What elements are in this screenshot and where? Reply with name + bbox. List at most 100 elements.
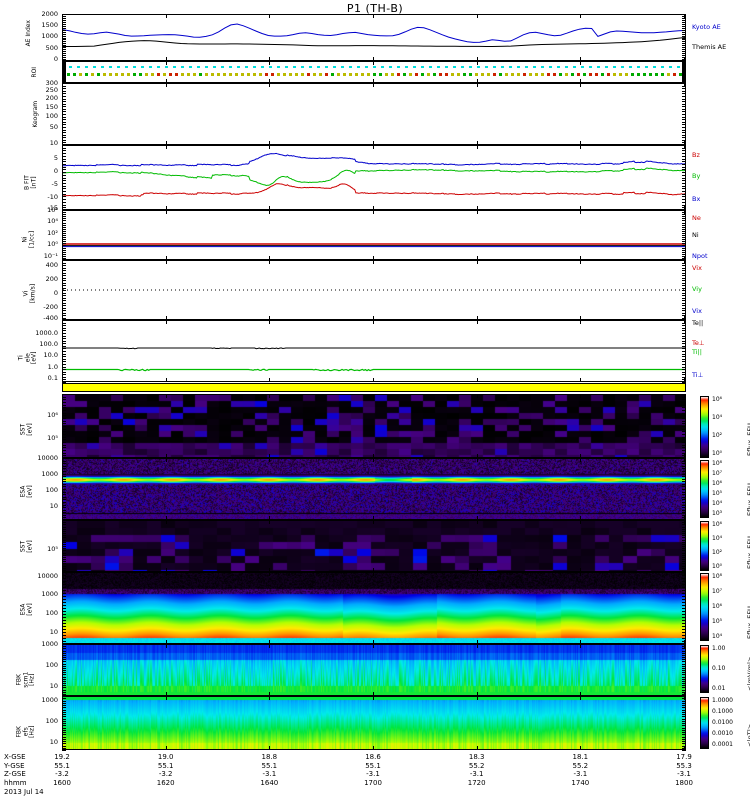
y-tick (62, 216, 66, 217)
y-tick (62, 172, 66, 173)
y-tick (682, 313, 686, 314)
y-tick (62, 186, 66, 187)
y-tick (62, 315, 66, 316)
y-tick (682, 111, 686, 112)
y-tick (62, 76, 66, 77)
x-tick (477, 57, 478, 61)
x-tick (684, 260, 685, 264)
y-tick (682, 333, 686, 334)
keo-ytick-250: 250 (45, 86, 58, 94)
y-tick (682, 529, 686, 530)
sst-e-ytick-1e6: 10⁶ (47, 411, 58, 419)
y-tick (682, 608, 686, 609)
ni-ytick-1e6: 10⁶ (47, 206, 58, 214)
y-tick (62, 407, 66, 408)
y-tick (682, 497, 686, 498)
y-tick (62, 563, 66, 564)
y-tick (62, 169, 66, 170)
y-tick (682, 68, 686, 69)
y-tick (62, 703, 66, 704)
footer-z_gse: -3.1 (366, 770, 380, 778)
y-tick (62, 415, 66, 416)
y-tick (62, 218, 66, 219)
y-tick (682, 578, 686, 579)
x-tick (373, 206, 374, 210)
x-tick (373, 644, 374, 648)
y-tick (62, 280, 66, 281)
y-tick (62, 575, 66, 576)
y-tick (62, 382, 66, 383)
y-tick (62, 372, 66, 373)
y-tick (682, 486, 686, 487)
ti-ytick-10: 10.0 (43, 351, 58, 359)
y-tick (62, 492, 66, 493)
fbk-e-colorbar (700, 645, 709, 693)
y-tick (62, 572, 66, 573)
y-tick (62, 101, 66, 102)
y-tick (62, 723, 66, 724)
footer-x_gse: 19.0 (157, 753, 174, 761)
y-tick (682, 410, 686, 411)
y-tick (682, 453, 686, 454)
y-tick (682, 394, 686, 395)
y-tick (62, 310, 66, 311)
y-tick (682, 268, 686, 269)
y-tick (682, 81, 686, 82)
y-tick (682, 122, 686, 123)
y-tick (62, 65, 66, 66)
y-tick (62, 659, 66, 660)
y-tick (62, 260, 66, 261)
y-tick (62, 320, 66, 321)
x-tick (477, 692, 478, 696)
x-tick (373, 746, 374, 750)
y-tick (682, 83, 686, 84)
x-tick (373, 145, 374, 149)
footer-y_gse: 55.2 (468, 761, 485, 770)
y-tick (62, 199, 66, 200)
x-tick (62, 145, 63, 149)
y-tick (682, 323, 686, 324)
y-tick (62, 245, 66, 246)
x-tick (166, 520, 167, 524)
esa-e-ytick-100: 100 (45, 486, 58, 494)
y-tick (62, 39, 66, 40)
fbk-e-colorbar-unit: <|mV/m|> (746, 656, 750, 691)
y-tick (682, 243, 686, 244)
ae-ytick-1500: 1500 (41, 21, 58, 29)
y-tick (62, 111, 66, 112)
y-tick (682, 535, 686, 536)
y-tick (62, 61, 66, 62)
x-tick (373, 572, 374, 576)
y-tick (62, 712, 66, 713)
y-tick (682, 47, 686, 48)
y-tick (62, 418, 66, 419)
x-tick (373, 692, 374, 696)
x-tick (166, 83, 167, 87)
y-tick (62, 434, 66, 435)
y-tick (62, 657, 66, 658)
y-tick (682, 687, 686, 688)
esa-e-colorbar (700, 460, 709, 518)
legend-vix2: Vix (692, 307, 702, 315)
y-tick (682, 79, 686, 80)
y-tick (62, 707, 66, 708)
x-tick (477, 458, 478, 462)
esa-i-colorbar-tick: 10⁸ (712, 573, 723, 580)
y-tick (682, 593, 686, 594)
x-tick (269, 644, 270, 648)
x-tick (269, 692, 270, 696)
y-tick (682, 32, 686, 33)
y-tick (62, 140, 66, 141)
x-tick (580, 14, 581, 18)
y-tick (682, 36, 686, 37)
b-ytick-m10: -10 (47, 193, 58, 201)
x-tick (166, 320, 167, 324)
ti-ytick-1: 1.0 (47, 363, 58, 371)
y-tick (62, 135, 66, 136)
y-tick (62, 223, 66, 224)
y-tick (62, 721, 66, 722)
y-tick (682, 61, 686, 62)
y-tick (682, 303, 686, 304)
y-tick (682, 739, 686, 740)
y-tick (682, 142, 686, 143)
